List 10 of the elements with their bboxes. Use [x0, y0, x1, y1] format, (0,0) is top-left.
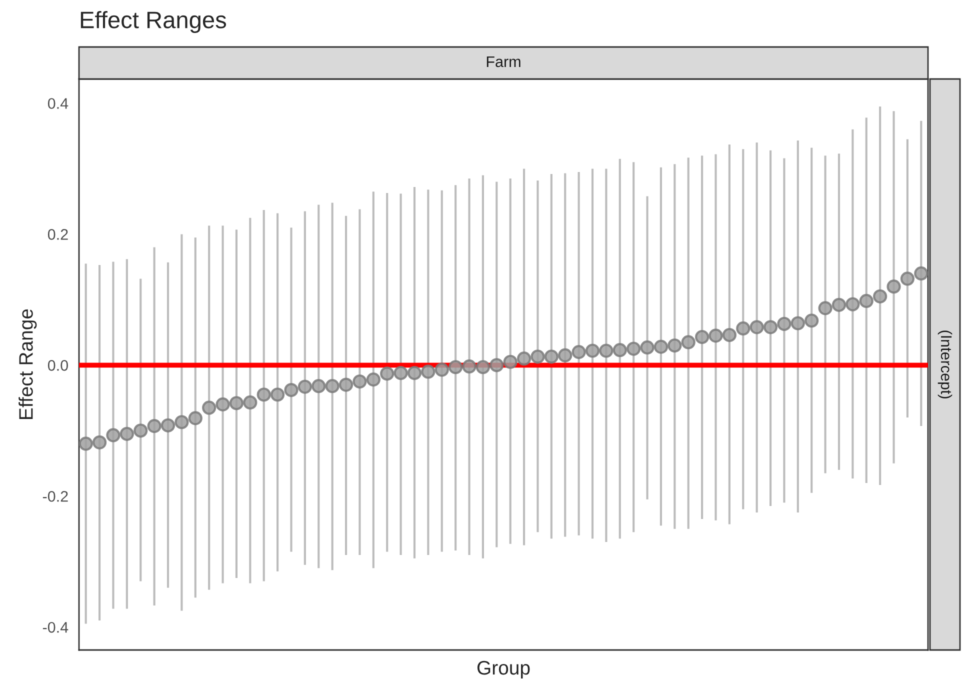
y-axis-title: Effect Range — [18, 309, 37, 419]
text: (Intercept) — [938, 330, 952, 398]
text: Farm — [486, 56, 520, 68]
x-axis-title: Group — [477, 660, 530, 679]
y-tick-label: -0.4 — [42, 622, 68, 633]
y-tick-label: 0.4 — [48, 98, 68, 109]
y-tick-label: -0.2 — [42, 490, 68, 502]
y-tick-label: 0.2 — [48, 229, 68, 240]
chart-title: Effect Ranges — [80, 11, 226, 34]
y-tick-label: 0.0 — [48, 360, 68, 371]
